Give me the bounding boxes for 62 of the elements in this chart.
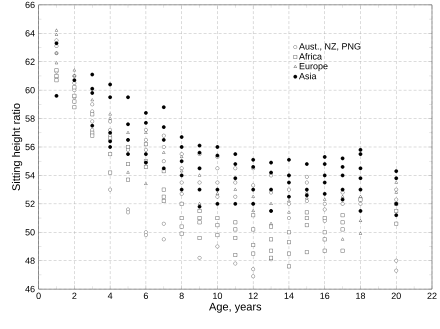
point [216,192,220,195]
point [394,190,398,194]
point [394,180,398,184]
y-tick-label: 62 [26,58,35,65]
point [252,194,255,198]
point [287,199,291,202]
point [252,208,255,212]
x-tick-label: 18 [356,292,366,299]
x-tick-label: 22 [427,292,437,299]
x-tick-label: 2 [72,292,76,299]
y-tick-label: 58 [25,115,35,122]
point [323,198,326,201]
legend-label: Africa [298,52,322,60]
y-tick-label: 56 [25,144,35,150]
point [108,112,112,116]
y-tick-label: 52 [25,200,35,207]
y-tick-label: 66 [26,2,35,8]
legend-label: Asia [298,72,316,80]
point [180,169,184,172]
point [72,68,76,72]
point [198,173,202,176]
point [144,130,148,134]
x-tick-label: 4 [108,292,112,299]
point [340,194,344,198]
x-tick-label: 12 [248,292,258,299]
y-tick-label: 50 [25,229,35,236]
point [108,116,112,120]
point [54,51,58,54]
point [144,182,148,185]
point [54,61,58,64]
point [358,218,362,222]
x-tick-label: 8 [180,292,184,299]
x-tick-label: 0 [36,292,41,299]
x-axis-title: Age, years [209,302,262,313]
y-tick-label: 64 [26,30,35,36]
point [234,188,237,191]
x-tick-label: 20 [392,292,401,299]
x-tick-label: 14 [284,292,294,299]
point [72,74,76,77]
y-tick-label: 60 [26,86,35,94]
point [54,28,58,32]
x-tick-label: 16 [320,292,330,299]
x-tick-label: 10 [213,292,222,299]
point [269,202,273,205]
x-tick-label: 6 [144,292,148,299]
point [126,170,130,174]
point [287,210,291,214]
y-tick-label: 48 [25,257,35,264]
point [54,32,58,36]
point [126,130,130,134]
point [90,98,94,102]
y-axis-title: Sitting height ratio [12,103,22,190]
legend-label: Aust., NZ, PNG [298,43,360,51]
y-tick-label: 46 [25,286,35,292]
legend-label: Europe [300,62,328,72]
point [358,232,362,235]
y-tick-label: 54 [25,172,35,179]
point [340,237,344,240]
point [269,222,273,225]
point [198,202,202,205]
point [162,150,166,154]
point [180,155,184,158]
